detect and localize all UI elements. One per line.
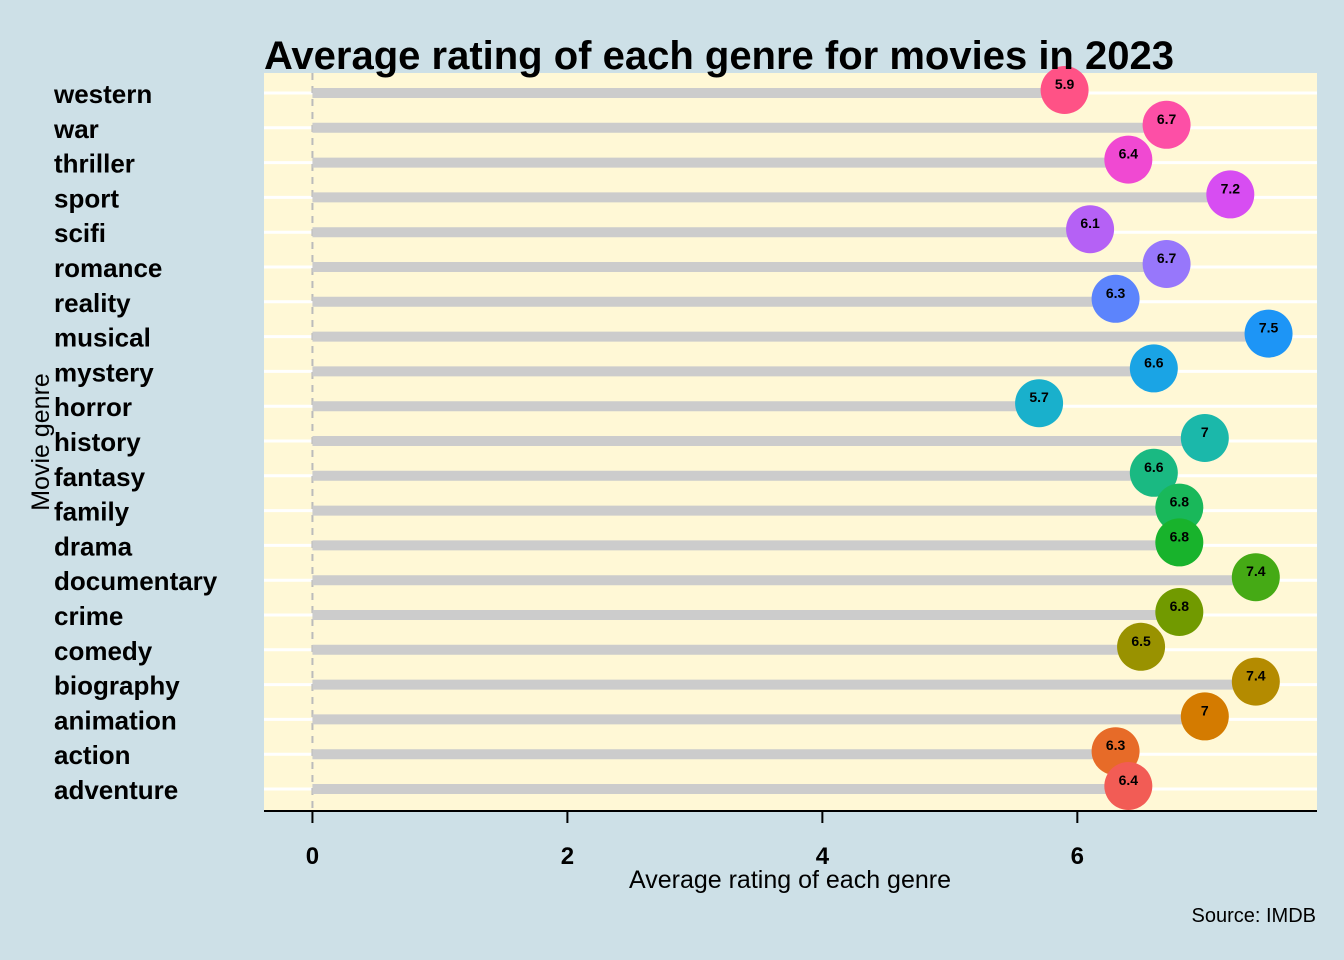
y-tick-label-romance: romance [54, 253, 162, 283]
point-crime [1155, 588, 1204, 636]
value-label-action: 6.3 [1106, 737, 1126, 753]
y-tick-label-history: history [54, 427, 141, 457]
y-tick-label-family: family [54, 497, 130, 527]
value-label-family: 6.8 [1170, 494, 1190, 510]
y-tick-label-war: war [53, 114, 99, 144]
value-label-adventure: 6.4 [1119, 772, 1139, 788]
x-axis-ticks: 0 2 4 6 [306, 811, 1084, 870]
y-tick-label-thriller: thriller [54, 149, 135, 179]
y-tick-label-crime: crime [54, 601, 123, 631]
value-label-mystery: 6.6 [1144, 354, 1164, 370]
y-tick-label-comedy: comedy [54, 636, 153, 666]
value-label-crime: 6.8 [1170, 598, 1190, 614]
y-tick-label-western: western [53, 79, 152, 109]
value-label-documentary: 7.4 [1246, 563, 1266, 579]
value-label-western: 5.9 [1055, 76, 1075, 92]
source-caption: Source: IMDB [1192, 905, 1316, 927]
point-reality [1091, 274, 1140, 323]
x-tick-label-6: 6 [1071, 843, 1084, 870]
value-label-war: 6.7 [1157, 111, 1177, 127]
y-tick-label-drama: drama [54, 531, 133, 561]
y-tick-label-reality: reality [54, 288, 131, 318]
x-tick-label-0: 0 [306, 843, 319, 870]
y-tick-label-scifi: scifi [54, 218, 106, 248]
points: 5.9 6.7 6.4 7.2 6.1 6.7 6.3 7.5 6.6 5.7 7 6.6 6.8 6.8… [1015, 66, 1293, 810]
point-war [1142, 100, 1191, 149]
x-tick-label-4: 4 [816, 843, 830, 870]
value-label-horror: 5.7 [1029, 389, 1049, 405]
point-history [1180, 414, 1229, 462]
value-label-sport: 7.2 [1221, 180, 1241, 196]
value-label-biography: 7.4 [1246, 668, 1266, 684]
y-tick-label-adventure: adventure [54, 775, 178, 805]
value-label-drama: 6.8 [1170, 528, 1190, 544]
point-mystery [1129, 344, 1178, 393]
value-label-comedy: 6.5 [1131, 633, 1151, 649]
point-comedy [1117, 622, 1166, 671]
y-tick-label-musical: musical [54, 323, 151, 353]
y-axis-label: Movie genre [27, 373, 55, 511]
value-label-fantasy: 6.6 [1144, 459, 1164, 475]
y-tick-label-animation: animation [54, 705, 177, 735]
point-scifi [1066, 205, 1115, 254]
y-axis-ticks: western war thriller sport scifi romance reali… [53, 79, 218, 805]
y-tick-label-sport: sport [54, 183, 119, 213]
point-documentary [1231, 553, 1280, 602]
point-romance [1142, 240, 1191, 288]
point-horror [1015, 379, 1064, 428]
value-label-scifi: 6.1 [1080, 215, 1100, 231]
point-sport [1206, 170, 1255, 219]
y-tick-label-biography: biography [54, 671, 180, 701]
point-animation [1180, 692, 1229, 741]
point-biography [1231, 657, 1280, 706]
y-tick-label-mystery: mystery [54, 357, 154, 387]
point-musical [1244, 309, 1293, 358]
x-tick-label-2: 2 [561, 843, 574, 870]
point-fantasy [1129, 448, 1178, 497]
value-label-thriller: 6.4 [1119, 146, 1139, 162]
point-thriller [1104, 135, 1153, 184]
value-label-romance: 6.7 [1157, 250, 1177, 266]
y-tick-label-fantasy: fantasy [54, 462, 146, 492]
y-tick-label-action: action [54, 740, 131, 770]
chart-title: Average rating of each genre for movies … [264, 34, 1174, 78]
point-drama [1155, 518, 1204, 567]
y-tick-label-documentary: documentary [54, 566, 218, 596]
point-adventure [1104, 762, 1153, 810]
point-western [1040, 66, 1089, 114]
value-label-musical: 7.5 [1259, 320, 1279, 336]
x-axis-label: Average rating of each genre [629, 866, 951, 894]
stems [312, 88, 1269, 794]
value-label-animation: 7 [1201, 702, 1209, 718]
value-label-reality: 6.3 [1106, 285, 1126, 301]
value-label-history: 7 [1201, 424, 1209, 440]
y-tick-label-horror: horror [54, 392, 132, 422]
point-family [1155, 483, 1204, 532]
